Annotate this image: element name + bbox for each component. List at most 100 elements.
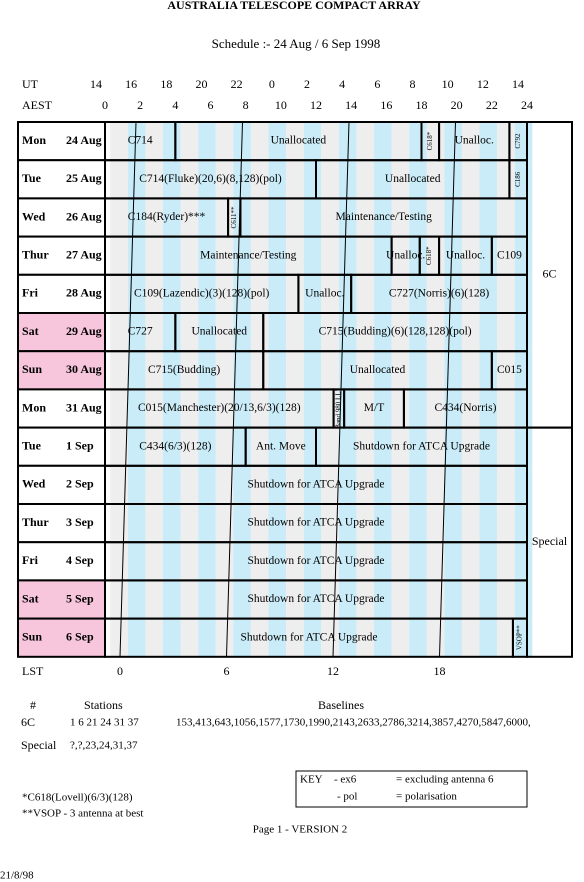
band — [198, 313, 216, 352]
day: Fri — [22, 286, 39, 300]
band — [180, 274, 199, 313]
band — [444, 542, 462, 581]
band — [286, 580, 304, 619]
day: Wed — [22, 209, 46, 223]
lst-tick: 12 — [327, 664, 339, 678]
band — [127, 236, 146, 275]
band — [180, 122, 199, 161]
band — [163, 160, 181, 199]
band — [479, 504, 498, 543]
band — [250, 618, 269, 657]
band — [127, 351, 146, 390]
band — [145, 389, 164, 428]
band — [391, 236, 410, 275]
block-label: Unallocated — [350, 364, 406, 376]
band — [461, 160, 480, 199]
band — [409, 580, 427, 619]
band — [215, 618, 234, 657]
band — [426, 580, 445, 619]
band — [479, 580, 498, 619]
band — [461, 198, 480, 237]
col-stations: Stations — [84, 698, 123, 712]
band — [356, 236, 375, 275]
band — [180, 198, 199, 237]
aest-tick: 16 — [380, 98, 392, 112]
band — [215, 351, 234, 390]
band — [374, 351, 392, 390]
band — [426, 389, 445, 428]
band — [338, 236, 357, 275]
band — [303, 351, 322, 390]
key-code: - ex6 — [334, 774, 357, 786]
band — [321, 465, 339, 504]
band — [444, 198, 462, 237]
band — [497, 122, 515, 161]
band — [321, 618, 339, 657]
block-label: Unallocated — [271, 135, 327, 147]
band — [444, 427, 462, 466]
band — [479, 198, 498, 237]
band — [391, 198, 410, 237]
band — [268, 542, 287, 581]
band — [145, 504, 164, 543]
band — [250, 542, 269, 581]
band — [497, 236, 515, 275]
ut-tick: 14 — [512, 77, 524, 91]
band — [374, 160, 392, 199]
band — [409, 313, 427, 352]
band — [127, 313, 146, 352]
ut-tick: 8 — [410, 77, 416, 91]
band — [497, 313, 515, 352]
band — [321, 504, 339, 543]
band — [497, 274, 515, 313]
band — [409, 160, 427, 199]
band — [215, 427, 234, 466]
band — [426, 542, 445, 581]
band — [110, 160, 128, 199]
band — [321, 122, 339, 161]
band — [374, 542, 392, 581]
block-label: Maintenance/Testing — [200, 249, 297, 261]
band — [163, 427, 181, 466]
band — [233, 618, 251, 657]
day-cell — [17, 579, 106, 620]
band — [286, 198, 304, 237]
band — [374, 427, 392, 466]
key-meaning: = polarisation — [396, 791, 457, 803]
band — [461, 122, 480, 161]
band — [514, 465, 533, 504]
band — [514, 542, 533, 581]
day-cell — [17, 541, 106, 582]
band — [391, 160, 410, 199]
band — [233, 313, 251, 352]
date: 5 Sep — [66, 591, 94, 605]
ut-tick: 0 — [269, 77, 275, 91]
aest-tick: 8 — [243, 98, 249, 112]
block-label: Shutdown for ATCA Upgrade — [247, 479, 384, 491]
ut-tick: 12 — [477, 77, 489, 91]
band — [514, 504, 533, 543]
band — [321, 236, 339, 275]
band — [198, 618, 216, 657]
aest-label: AEST — [22, 98, 53, 112]
ut-label: UT — [22, 77, 39, 91]
block-label: C109 — [497, 249, 522, 261]
band — [145, 274, 164, 313]
band — [145, 542, 164, 581]
band — [391, 313, 410, 352]
day: Thur — [22, 247, 49, 261]
band — [145, 351, 164, 390]
band — [409, 542, 427, 581]
date: 30 Aug — [66, 362, 102, 376]
day: Mon — [22, 400, 46, 414]
band — [250, 160, 269, 199]
lst-tick: 0 — [117, 664, 123, 678]
band — [110, 580, 128, 619]
band — [145, 122, 164, 161]
band — [163, 313, 181, 352]
band — [356, 580, 375, 619]
band — [198, 580, 216, 619]
date: 1 Sep — [66, 438, 94, 452]
band — [127, 274, 146, 313]
